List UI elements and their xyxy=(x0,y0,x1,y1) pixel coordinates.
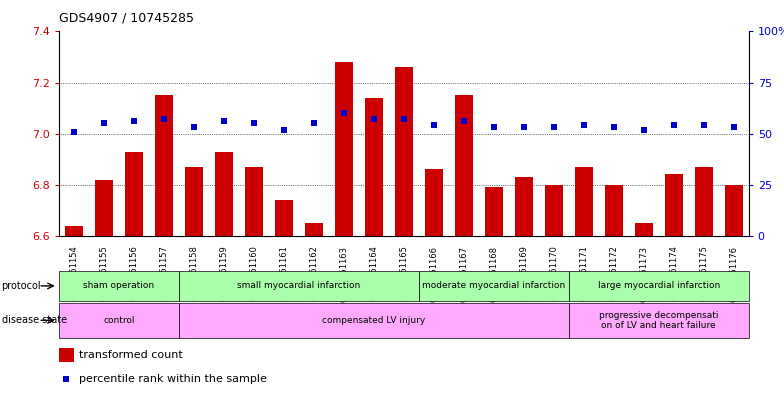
Point xyxy=(728,124,740,130)
Bar xyxy=(665,174,683,236)
Text: protocol: protocol xyxy=(2,281,42,291)
Bar xyxy=(568,303,749,338)
Bar xyxy=(125,152,143,236)
Point xyxy=(608,124,620,130)
Bar xyxy=(59,271,179,301)
Point xyxy=(517,124,530,130)
Text: large myocardial infarction: large myocardial infarction xyxy=(597,281,720,290)
Bar xyxy=(635,223,653,236)
Bar xyxy=(274,200,292,236)
Point xyxy=(578,122,590,129)
Point xyxy=(307,120,320,127)
Text: small myocardial infarction: small myocardial infarction xyxy=(237,281,361,290)
Point xyxy=(458,118,470,125)
Bar xyxy=(545,185,563,236)
Bar xyxy=(604,185,622,236)
Point xyxy=(67,129,80,135)
Bar xyxy=(455,95,473,236)
Text: transformed count: transformed count xyxy=(79,350,183,360)
Bar xyxy=(575,167,593,236)
Text: sham operation: sham operation xyxy=(83,281,154,290)
Point xyxy=(337,110,350,116)
Point xyxy=(187,124,200,130)
Bar xyxy=(485,187,503,236)
Point xyxy=(637,127,650,133)
Bar xyxy=(95,180,113,236)
Bar xyxy=(215,152,233,236)
Point xyxy=(427,122,440,129)
Point xyxy=(60,376,73,382)
Bar xyxy=(179,271,419,301)
Text: GDS4907 / 10745285: GDS4907 / 10745285 xyxy=(59,12,194,25)
Bar xyxy=(395,67,412,236)
Bar xyxy=(59,303,179,338)
Point xyxy=(698,122,710,129)
Point xyxy=(158,116,170,123)
Point xyxy=(248,120,260,127)
Text: compensated LV injury: compensated LV injury xyxy=(322,316,426,325)
Text: disease state: disease state xyxy=(2,315,67,325)
Point xyxy=(217,118,230,125)
Bar xyxy=(515,177,533,236)
Text: moderate myocardial infarction: moderate myocardial infarction xyxy=(422,281,565,290)
Bar xyxy=(365,98,383,236)
Text: progressive decompensati
on of LV and heart failure: progressive decompensati on of LV and he… xyxy=(599,310,718,330)
Bar xyxy=(419,271,568,301)
Bar xyxy=(335,62,353,236)
Point xyxy=(278,127,290,133)
Point xyxy=(667,122,680,129)
Bar xyxy=(305,223,323,236)
Bar xyxy=(695,167,713,236)
Bar xyxy=(568,271,749,301)
Point xyxy=(397,116,410,123)
Bar xyxy=(724,185,742,236)
Bar xyxy=(59,348,74,362)
Bar xyxy=(185,167,203,236)
Point xyxy=(128,118,140,125)
Point xyxy=(97,120,110,127)
Text: percentile rank within the sample: percentile rank within the sample xyxy=(79,374,267,384)
Point xyxy=(488,124,500,130)
Bar xyxy=(245,167,263,236)
Text: control: control xyxy=(103,316,135,325)
Point xyxy=(547,124,560,130)
Bar xyxy=(425,169,443,236)
Bar xyxy=(154,95,172,236)
Point xyxy=(368,116,380,123)
Bar xyxy=(179,303,568,338)
Bar xyxy=(65,226,83,236)
